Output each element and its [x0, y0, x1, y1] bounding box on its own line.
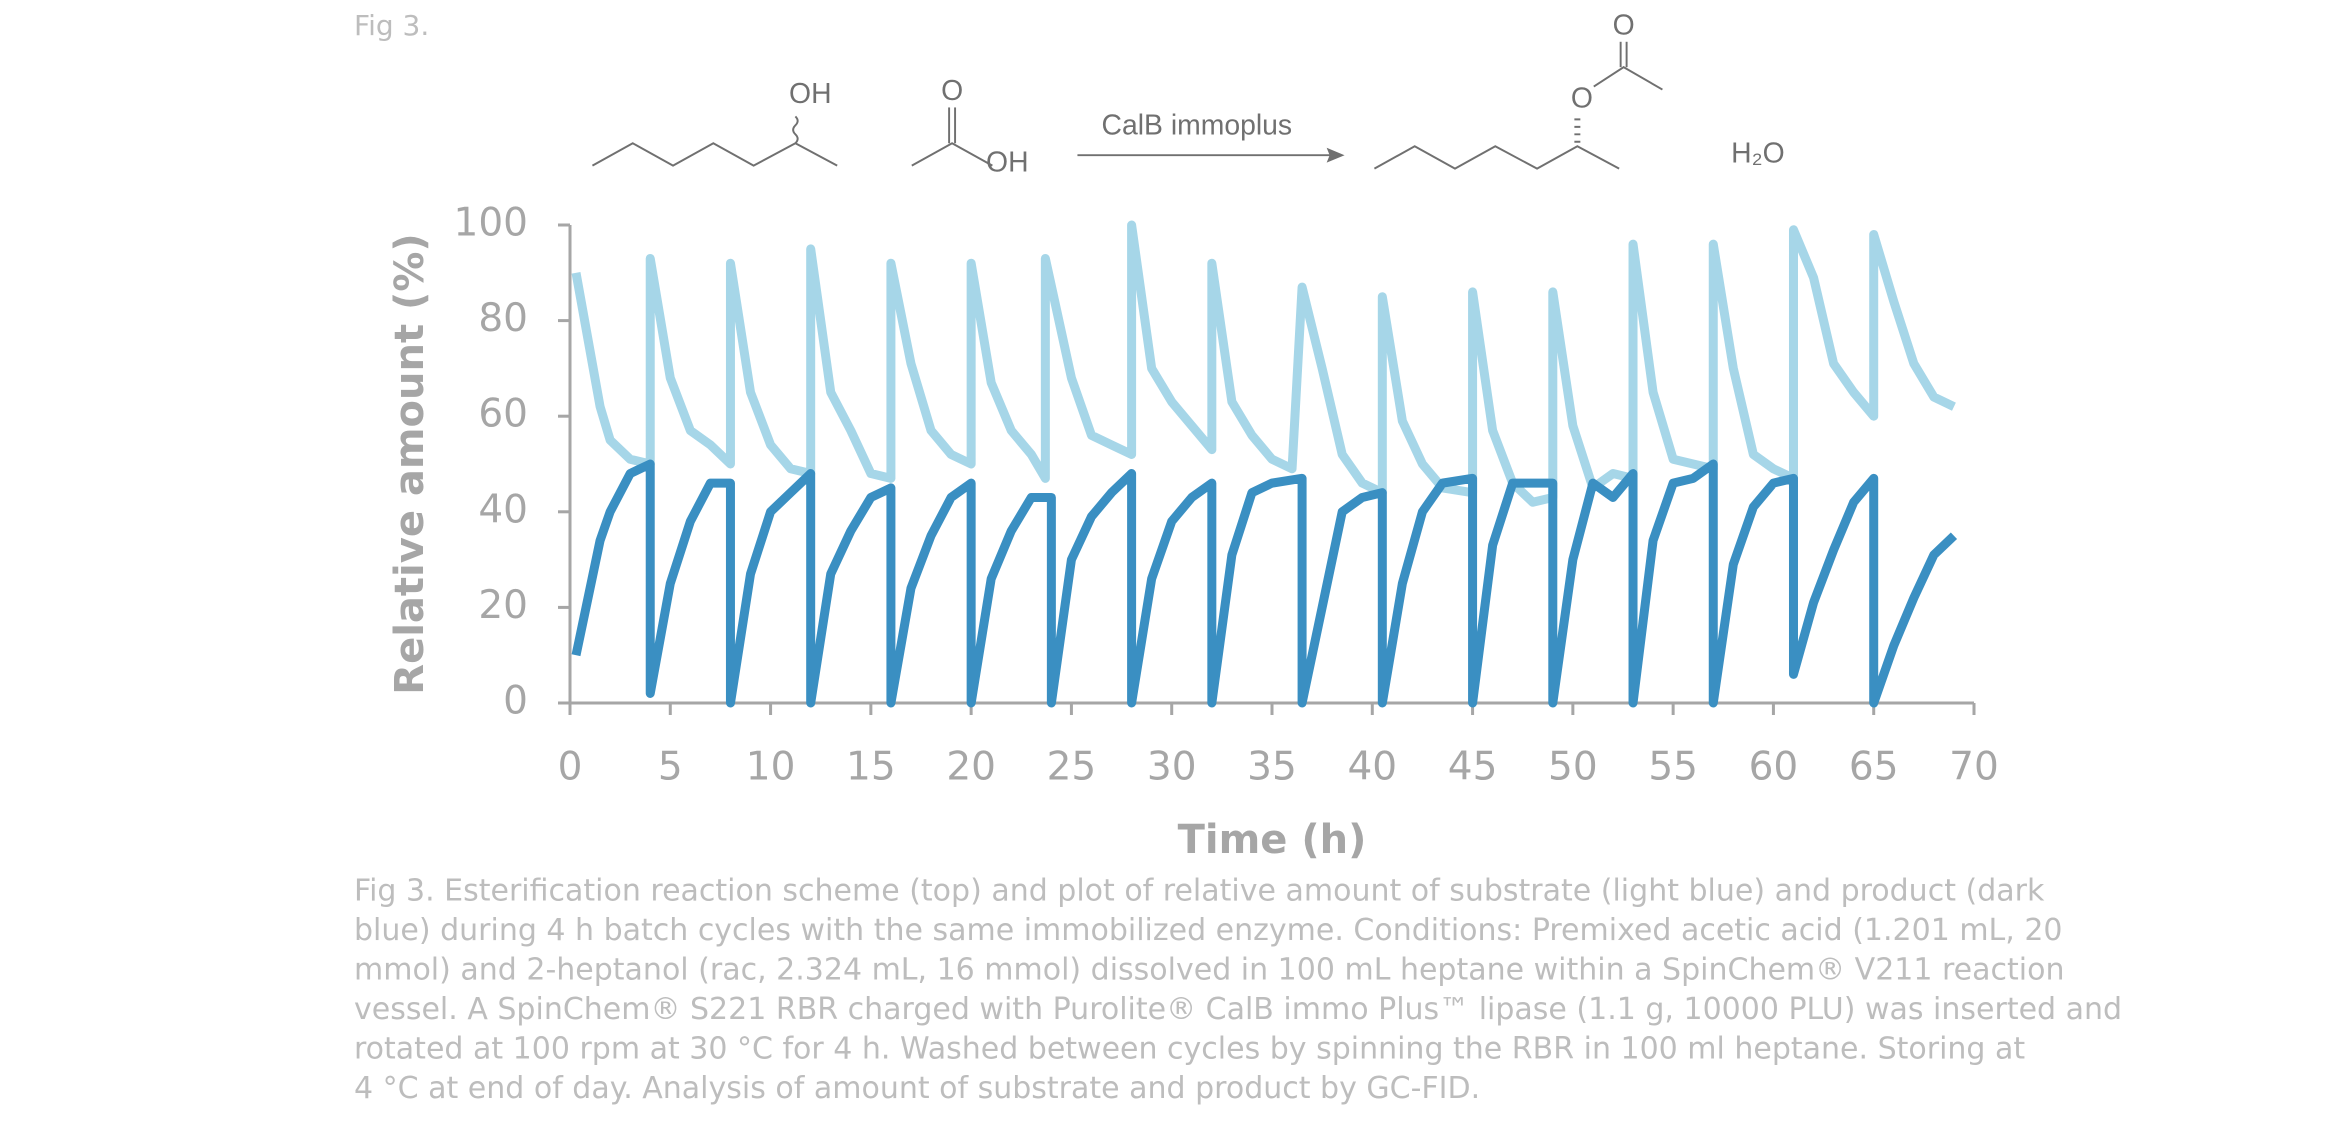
- x-tick-label: 50: [1548, 745, 1598, 790]
- caption-line: Fig 3. Esterification reaction scheme (t…: [354, 874, 2045, 909]
- ester: [1373, 145, 1620, 170]
- hashed-bond: [1574, 118, 1581, 143]
- x-tick-label: 70: [1949, 745, 1999, 790]
- x-tick-label: 45: [1448, 745, 1498, 790]
- caption-line: blue) during 4 h batch cycles with the s…: [354, 913, 2063, 948]
- water: H₂O: [1731, 138, 1785, 170]
- y-tick-label: 40: [478, 487, 528, 532]
- chem-label: OH: [986, 147, 1029, 179]
- x-axis-title: Time (h): [1178, 817, 1367, 863]
- wavy-bond: [792, 115, 799, 144]
- catalyst: CalB immoplus: [1102, 109, 1293, 141]
- arrow-head: [1326, 147, 1345, 163]
- chem-label: O: [941, 75, 963, 107]
- x-tick-label: 60: [1749, 745, 1799, 790]
- x-tick-label: 55: [1648, 745, 1698, 790]
- caption-line: 4 °C at end of day. Analysis of amount o…: [354, 1071, 1480, 1106]
- chem-label: O: [1613, 9, 1635, 41]
- caption: Fig 3. Esterification reaction scheme (t…: [354, 874, 2122, 1107]
- y-tick-label: 20: [478, 583, 528, 628]
- y-tick-label: 60: [478, 392, 528, 437]
- chem-label: O: [1571, 82, 1593, 114]
- x-tick-label: 5: [658, 745, 683, 790]
- x-tick-label: 25: [1047, 745, 1097, 790]
- x-tick-label: 0: [558, 745, 583, 790]
- plot: 0 20 40 60 80 100 0 5 10 15 20 25 30 35 40 45 50 55 60 65 70: [454, 201, 1999, 790]
- series-line: [571, 459, 1958, 708]
- x-tick-label: 40: [1347, 745, 1397, 790]
- y-axis-title: Relative amount (%): [387, 233, 433, 694]
- acetic-acid: [911, 142, 993, 167]
- x-tick-label: 20: [946, 745, 996, 790]
- caption-line: mmol) and 2-heptanol (rac, 2.324 mL, 16 …: [354, 953, 2064, 988]
- y-tick-label: 0: [503, 679, 528, 724]
- x-tick-label: 65: [1849, 745, 1899, 790]
- series-line: [571, 220, 1956, 507]
- caption-line: vessel. A SpinChem® S221 RBR charged wit…: [354, 992, 2122, 1027]
- x-tick-label: 10: [746, 745, 796, 790]
- chem-label: OH: [789, 78, 832, 110]
- figure-label: Fig 3.: [354, 9, 429, 42]
- heptanol: [591, 142, 838, 167]
- y-tick-label: 100: [454, 201, 528, 246]
- x-tick-label: 35: [1247, 745, 1297, 790]
- x-tick-label: 15: [846, 745, 896, 790]
- y-tick-label: 80: [478, 296, 528, 341]
- bond: [1593, 66, 1663, 91]
- x-tick-label: 30: [1147, 745, 1197, 790]
- caption-line: rotated at 100 rpm at 30 °C for 4 h. Was…: [354, 1032, 2025, 1067]
- reaction-scheme: OH O OH CalB immoplus O O H₂O: [591, 9, 1785, 179]
